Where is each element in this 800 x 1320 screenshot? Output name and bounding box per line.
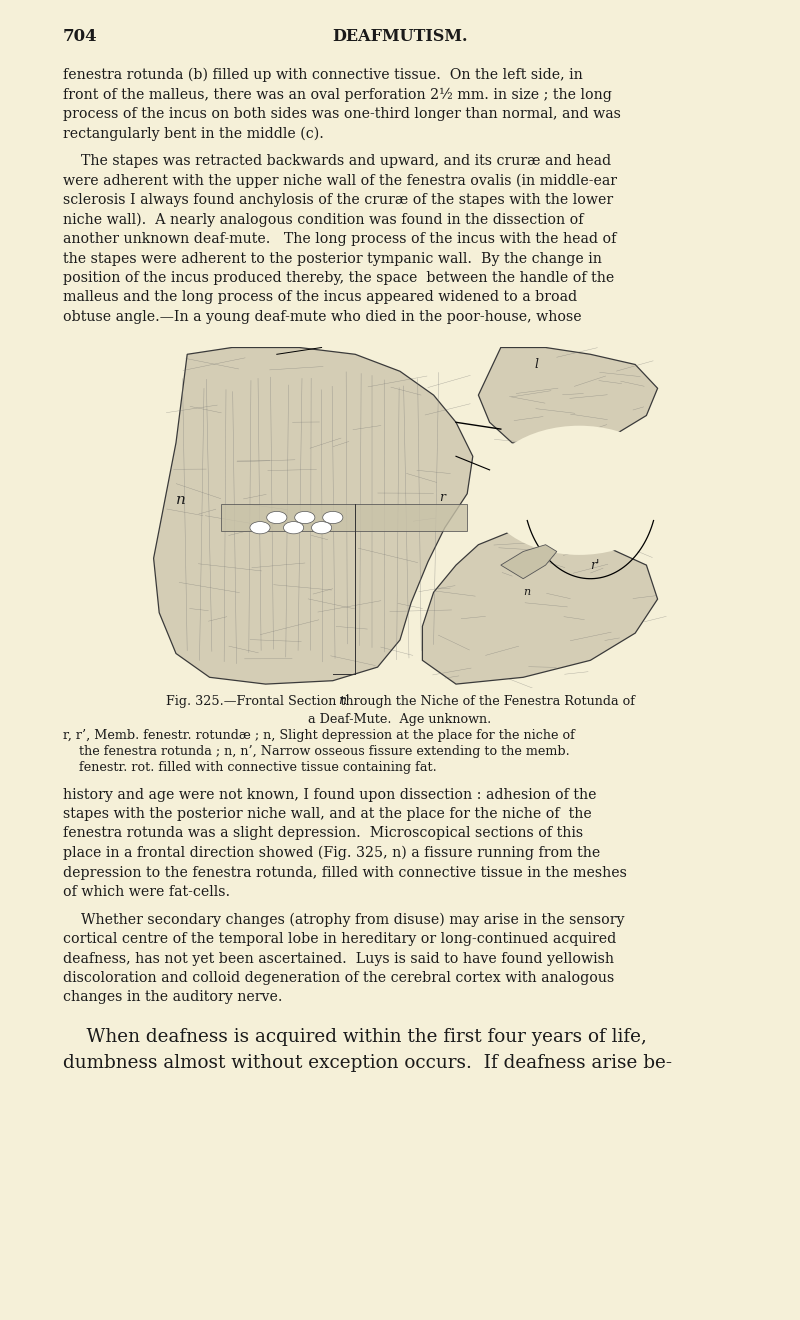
Text: were adherent with the upper niche wall of the fenestra ovalis (in middle-ear: were adherent with the upper niche wall … <box>63 173 617 187</box>
Text: fenestr. rot. filled with connective tissue containing fat.: fenestr. rot. filled with connective tis… <box>63 762 437 775</box>
Circle shape <box>250 521 270 533</box>
Text: n: n <box>523 587 530 597</box>
Text: r: r <box>439 491 446 504</box>
Text: changes in the auditory nerve.: changes in the auditory nerve. <box>63 990 282 1005</box>
Text: stapes with the posterior niche wall, and at the place for the niche of  the: stapes with the posterior niche wall, an… <box>63 807 592 821</box>
Text: fenestra rotunda (b) filled up with connective tissue.  On the left side, in: fenestra rotunda (b) filled up with conn… <box>63 69 582 82</box>
Text: n: n <box>176 494 186 507</box>
Circle shape <box>266 511 287 524</box>
Ellipse shape <box>484 425 674 554</box>
Text: cortical centre of the temporal lobe in hereditary or long-continued acquired: cortical centre of the temporal lobe in … <box>63 932 616 946</box>
Text: place in a frontal direction showed (Fig. 325, n) a fissure running from the: place in a frontal direction showed (Fig… <box>63 846 600 861</box>
Polygon shape <box>221 504 467 531</box>
Text: process of the incus on both sides was one-third longer than normal, and was: process of the incus on both sides was o… <box>63 107 621 121</box>
Text: deafness, has not yet been ascertained.  Luys is said to have found yellowish: deafness, has not yet been ascertained. … <box>63 952 614 965</box>
Text: another unknown deaf-mute.   The long process of the incus with the head of: another unknown deaf-mute. The long proc… <box>63 232 616 246</box>
Text: When deafness is acquired within the first four years of life,: When deafness is acquired within the fir… <box>63 1028 647 1045</box>
Circle shape <box>283 521 304 533</box>
Text: position of the incus produced thereby, the space  between the handle of the: position of the incus produced thereby, … <box>63 271 614 285</box>
Text: The stapes was retracted backwards and upward, and its cruræ and head: The stapes was retracted backwards and u… <box>63 154 611 168</box>
Text: 704: 704 <box>63 28 98 45</box>
Text: malleus and the long process of the incus appeared widened to a broad: malleus and the long process of the incu… <box>63 290 577 305</box>
Text: n': n' <box>338 694 350 708</box>
Text: sclerosis I always found anchylosis of the cruræ of the stapes with the lower: sclerosis I always found anchylosis of t… <box>63 193 613 207</box>
Text: rectangularly bent in the middle (c).: rectangularly bent in the middle (c). <box>63 127 324 141</box>
Text: r': r' <box>590 558 600 572</box>
Text: dumbness almost without exception occurs.  If deafness arise be-: dumbness almost without exception occurs… <box>63 1053 672 1072</box>
Circle shape <box>311 521 332 533</box>
Text: discoloration and colloid degeneration of the cerebral cortex with analogous: discoloration and colloid degeneration o… <box>63 972 614 985</box>
Circle shape <box>322 511 343 524</box>
Polygon shape <box>422 531 658 684</box>
Text: DEAFMUTISM.: DEAFMUTISM. <box>332 28 468 45</box>
Polygon shape <box>478 347 658 450</box>
Circle shape <box>294 511 315 524</box>
Text: the stapes were adherent to the posterior tympanic wall.  By the change in: the stapes were adherent to the posterio… <box>63 252 602 265</box>
Text: depression to the fenestra rotunda, filled with connective tissue in the meshes: depression to the fenestra rotunda, fill… <box>63 866 627 879</box>
Text: niche wall).  A nearly analogous condition was found in the dissection of: niche wall). A nearly analogous conditio… <box>63 213 583 227</box>
Text: history and age were not known, I found upon dissection : adhesion of the: history and age were not known, I found … <box>63 788 597 801</box>
Text: l: l <box>534 358 538 371</box>
Polygon shape <box>154 347 473 684</box>
Polygon shape <box>501 545 557 578</box>
Text: the fenestra rotunda ; n, n’, Narrow osseous fissure extending to the memb.: the fenestra rotunda ; n, n’, Narrow oss… <box>63 746 570 759</box>
Text: a Deaf-Mute.  Age unknown.: a Deaf-Mute. Age unknown. <box>308 713 492 726</box>
Text: fenestra rotunda was a slight depression.  Microscopical sections of this: fenestra rotunda was a slight depression… <box>63 826 583 841</box>
Text: Whether secondary changes (atrophy from disuse) may arise in the sensory: Whether secondary changes (atrophy from … <box>63 912 625 927</box>
Text: Fig. 325.—Frontal Section through the Niche of the Fenestra Rotunda of: Fig. 325.—Frontal Section through the Ni… <box>166 696 634 709</box>
Text: r, r’, Memb. fenestr. rotundæ ; n, Slight depression at the place for the niche : r, r’, Memb. fenestr. rotundæ ; n, Sligh… <box>63 730 575 742</box>
Text: of which were fat-cells.: of which were fat-cells. <box>63 884 230 899</box>
Text: front of the malleus, there was an oval perforation 2½ mm. in size ; the long: front of the malleus, there was an oval … <box>63 87 612 102</box>
Text: obtuse angle.—In a young deaf-mute who died in the poor-house, whose: obtuse angle.—In a young deaf-mute who d… <box>63 310 582 323</box>
